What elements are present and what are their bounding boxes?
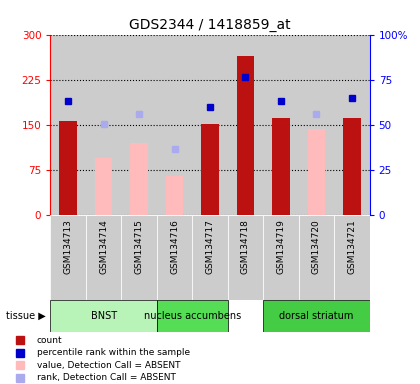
Bar bbox=[192, 35, 228, 215]
Text: nucleus accumbens: nucleus accumbens bbox=[144, 311, 241, 321]
Bar bbox=[201, 124, 219, 215]
Text: GSM134714: GSM134714 bbox=[99, 219, 108, 274]
Bar bbox=[59, 121, 77, 215]
Bar bbox=[334, 35, 370, 215]
Bar bbox=[228, 35, 263, 215]
Bar bbox=[157, 300, 228, 332]
Text: value, Detection Call = ABSENT: value, Detection Call = ABSENT bbox=[37, 361, 180, 370]
Bar bbox=[272, 118, 290, 215]
Bar bbox=[130, 143, 148, 215]
Bar bbox=[307, 129, 325, 215]
Bar bbox=[121, 215, 157, 300]
Bar bbox=[86, 35, 121, 215]
Text: tissue ▶: tissue ▶ bbox=[6, 311, 46, 321]
Text: GSM134718: GSM134718 bbox=[241, 219, 250, 274]
Text: GSM134719: GSM134719 bbox=[276, 219, 286, 274]
Bar bbox=[165, 176, 184, 215]
Text: GSM134713: GSM134713 bbox=[64, 219, 73, 274]
Text: count: count bbox=[37, 336, 62, 345]
Bar bbox=[86, 215, 121, 300]
Text: GSM134720: GSM134720 bbox=[312, 219, 321, 274]
Bar bbox=[299, 215, 334, 300]
Bar bbox=[334, 215, 370, 300]
Bar bbox=[121, 35, 157, 215]
Text: GSM134717: GSM134717 bbox=[205, 219, 215, 274]
Bar bbox=[236, 56, 255, 215]
Bar bbox=[263, 215, 299, 300]
Text: GSM134716: GSM134716 bbox=[170, 219, 179, 274]
Bar bbox=[343, 118, 361, 215]
Bar bbox=[228, 215, 263, 300]
Bar bbox=[263, 35, 299, 215]
Text: BNST: BNST bbox=[91, 311, 117, 321]
Bar bbox=[157, 215, 192, 300]
Bar bbox=[192, 215, 228, 300]
Text: rank, Detection Call = ABSENT: rank, Detection Call = ABSENT bbox=[37, 373, 176, 382]
Bar bbox=[263, 300, 370, 332]
Bar bbox=[299, 35, 334, 215]
Bar bbox=[50, 35, 86, 215]
Bar bbox=[157, 35, 192, 215]
Bar bbox=[50, 215, 86, 300]
Text: GSM134721: GSM134721 bbox=[347, 219, 356, 274]
Title: GDS2344 / 1418859_at: GDS2344 / 1418859_at bbox=[129, 18, 291, 32]
Text: GSM134715: GSM134715 bbox=[134, 219, 144, 274]
Bar bbox=[50, 300, 157, 332]
Text: percentile rank within the sample: percentile rank within the sample bbox=[37, 348, 190, 357]
Text: dorsal striatum: dorsal striatum bbox=[279, 311, 354, 321]
Bar bbox=[95, 158, 113, 215]
